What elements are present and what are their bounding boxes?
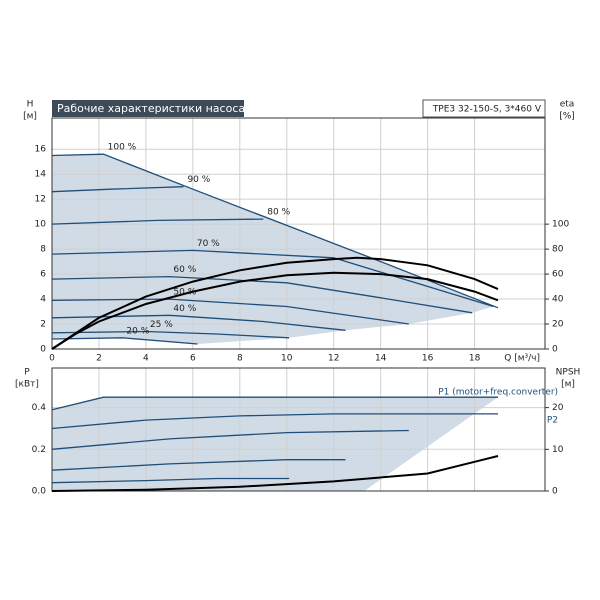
curve	[51, 459, 346, 471]
y-label: P	[24, 368, 30, 378]
x-label: Q [м³/ч]	[504, 354, 540, 364]
y-tick-label: 4	[40, 295, 46, 305]
y2-label: eta	[560, 100, 575, 110]
x-tick-label: 6	[190, 354, 196, 364]
curve-label: 70 %	[197, 239, 220, 249]
chart-title: Рабочие характеристики насоса	[57, 102, 245, 115]
y2-tick-label: 0	[552, 345, 558, 355]
y2-tick-label: 80	[552, 245, 564, 255]
y2-tick-label: 0	[552, 487, 558, 497]
plot-frame	[51, 367, 546, 492]
y2-tick-label: 100	[552, 220, 569, 230]
efficiency-curve	[51, 455, 499, 492]
curve	[51, 413, 498, 430]
curve-label: 50 %	[173, 288, 196, 298]
y2-label: NPSH	[556, 368, 581, 378]
curve-label: 40 %	[173, 304, 196, 314]
x-tick-label: 4	[143, 354, 149, 364]
curve	[51, 298, 409, 325]
y2-tick-label: 40	[552, 295, 564, 305]
curve	[51, 153, 499, 309]
curve-label: P2	[547, 415, 558, 425]
model-box	[422, 99, 546, 118]
y-tick-label: 12	[35, 195, 46, 205]
curve	[51, 330, 290, 339]
curve	[51, 249, 494, 308]
y-tick-label: 0.2	[32, 445, 46, 455]
curve-label: 100 %	[108, 143, 137, 153]
model-label: TPE3 32-150-S, 3*460 V	[432, 105, 542, 115]
curve	[51, 186, 184, 193]
x-tick-label: 14	[375, 354, 387, 364]
operating-area	[52, 397, 499, 491]
y-tick-label: 6	[40, 270, 46, 280]
y-tick-label: 8	[40, 245, 46, 255]
curve	[51, 275, 473, 314]
x-tick-label: 8	[237, 354, 243, 364]
curve-label: 60 %	[173, 265, 196, 275]
y-tick-label: 16	[35, 145, 47, 155]
curve	[51, 477, 290, 484]
x-tick-label: 0	[49, 354, 55, 364]
y-tick-label: 14	[35, 170, 47, 180]
y-tick-label: 0.4	[32, 403, 47, 413]
curve-label: 20 %	[126, 326, 149, 336]
y2-tick-label: 10	[552, 445, 564, 455]
y-unit: [м]	[23, 112, 37, 122]
efficiency-curve	[51, 271, 499, 350]
y-label: H	[27, 100, 34, 110]
curve	[51, 337, 198, 345]
plot-frame	[51, 117, 546, 350]
curve-label: 80 %	[267, 208, 290, 218]
y-tick-label: 2	[40, 320, 46, 330]
y2-unit: [%]	[559, 112, 575, 122]
curve	[51, 218, 264, 225]
y-tick-label: 10	[35, 220, 47, 230]
curve	[51, 429, 409, 450]
y2-tick-label: 20	[552, 320, 564, 330]
y-tick-label: 0	[40, 345, 46, 355]
y2-tick-label: 20	[552, 403, 564, 413]
curve	[51, 396, 498, 411]
y2-unit: [м]	[561, 380, 575, 390]
curve-label: P1 (motor+freq.converter)	[438, 388, 558, 398]
title-box	[52, 100, 244, 117]
x-tick-label: 18	[469, 354, 481, 364]
y-tick-label: 0.0	[32, 487, 47, 497]
curve-label: 90 %	[187, 175, 210, 185]
y-unit: [кВт]	[15, 380, 39, 390]
y2-tick-label: 60	[552, 270, 564, 280]
efficiency-curve	[51, 256, 499, 350]
x-tick-label: 12	[328, 354, 339, 364]
x-tick-label: 2	[96, 354, 102, 364]
x-tick-label: 10	[281, 354, 293, 364]
curve-label: 25 %	[150, 320, 173, 330]
x-tick-label: 16	[422, 354, 434, 364]
